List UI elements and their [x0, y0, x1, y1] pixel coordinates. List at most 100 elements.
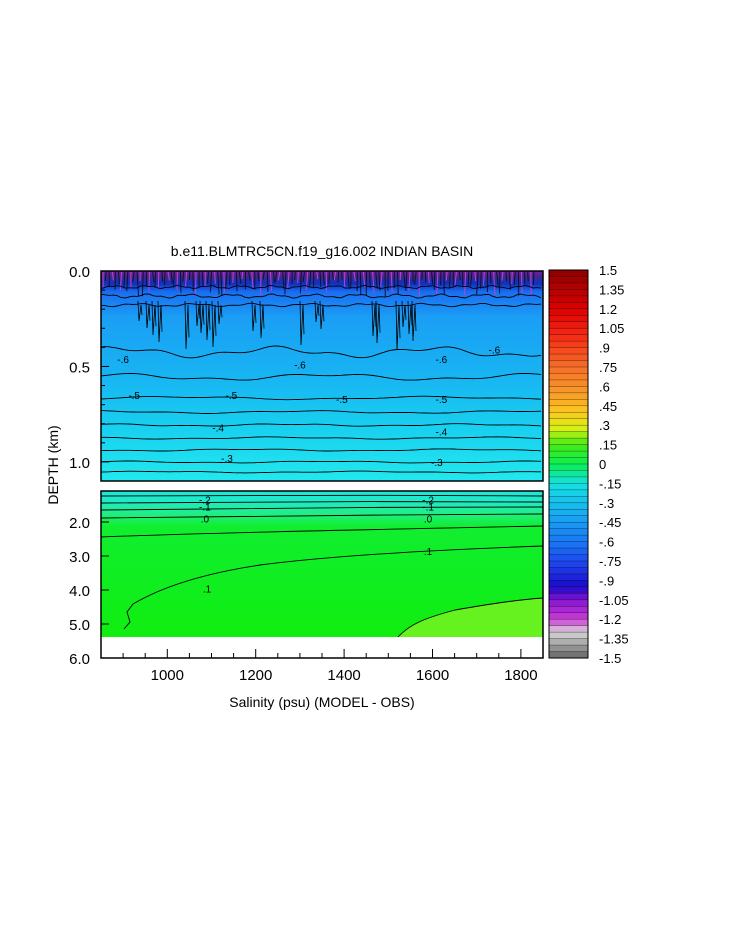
surface-noise-stroke [277, 271, 281, 281]
surface-noise-stroke [501, 271, 504, 281]
contour-line [100, 293, 542, 299]
surface-noise-stroke [217, 271, 220, 295]
spike-contour [407, 300, 413, 335]
colorbar-label: -.3 [599, 496, 614, 511]
surface-noise-stroke [408, 271, 411, 292]
contour-label: .0 [201, 515, 210, 526]
colorbar-swatch [548, 276, 589, 284]
spike-contour [137, 300, 143, 322]
colorbar-swatch [548, 618, 589, 627]
colorbar-label: .6 [599, 379, 610, 394]
surface-noise-stroke [445, 271, 448, 281]
surface-noise-stroke [184, 271, 188, 288]
contour-line [100, 345, 542, 359]
surface-noise-stroke [347, 271, 350, 289]
upper-contour-lines [100, 271, 542, 474]
surface-noise-stroke [173, 271, 175, 288]
surface-noise-stroke [378, 271, 381, 291]
surface-noise-stroke [527, 271, 529, 282]
colorbar-swatch [548, 315, 589, 323]
spike-contour [314, 300, 320, 323]
contour-label: -.5 [436, 395, 448, 406]
colorbar-swatch [548, 334, 589, 342]
surface-noise-stroke [266, 271, 269, 292]
surface-noise-stroke [201, 271, 204, 287]
surface-noise-stroke [476, 271, 479, 295]
colorbar-swatch [548, 612, 589, 620]
surface-noise-stroke [214, 271, 216, 284]
spike-contour [211, 300, 217, 348]
contour-label: -.2 [422, 496, 434, 507]
colorbar-swatch [548, 379, 589, 387]
colorbar-swatch [548, 509, 589, 517]
surface-noise-stroke [403, 271, 406, 288]
chart-title: b.e11.BLMTRC5CN.f19_g16.002 INDIAN BASIN [171, 243, 473, 259]
y-tick-label: 2.0 [69, 515, 90, 532]
colorbar-swatch [548, 399, 589, 407]
spike-contour [251, 300, 257, 332]
surface-noise-stroke [333, 271, 336, 281]
surface-noise-stroke [369, 271, 371, 288]
surface-noise-stroke [496, 271, 499, 286]
surface-noise-stroke [521, 271, 523, 294]
colorbar-label: 1.35 [599, 282, 624, 297]
spike-contour [205, 300, 211, 341]
colorbar-swatch [548, 418, 589, 426]
surface-noise-stroke [474, 271, 477, 282]
colorbar-swatch [548, 547, 589, 556]
colorbar-swatch [548, 289, 589, 297]
contour-label: -.4 [436, 427, 448, 438]
surface-noise-stroke [513, 271, 516, 285]
lower-contour-lines [100, 494, 544, 638]
colorbar-label: -.15 [599, 476, 621, 491]
surface-noise-stroke [209, 271, 212, 293]
surface-noise-stroke [182, 271, 185, 282]
colorbar-label: -1.5 [599, 651, 621, 666]
contour-line [100, 501, 544, 504]
surface-noise-stroke [220, 271, 223, 296]
colorbar-label: 1.2 [599, 302, 617, 317]
colorbar-swatch [548, 405, 589, 413]
colorbar-swatch [548, 541, 589, 549]
colorbar-swatch [548, 347, 589, 355]
contour-label: .0 [424, 515, 433, 526]
colorbar-swatch [548, 295, 589, 303]
surface-noise-stroke [362, 271, 366, 288]
colorbar-swatch [548, 521, 589, 530]
colorbar-label: -1.2 [599, 612, 621, 627]
colorbar-swatch [548, 321, 589, 329]
colorbar-swatch [548, 282, 589, 290]
colorbar-swatch [548, 340, 589, 349]
surface-noise-stroke [157, 271, 160, 289]
colorbar-swatch [548, 496, 589, 504]
surface-noise-stroke [148, 271, 150, 292]
x-tick-label: 1800 [504, 667, 537, 684]
contour-line [100, 506, 544, 511]
colorbar-swatch [548, 327, 589, 336]
contour-line [100, 395, 542, 401]
x-axis: 1000 1200 1400 1600 1800 [122, 649, 538, 684]
contour-label: -.3 [431, 458, 443, 469]
colorbar-label: -1.05 [599, 593, 629, 608]
contour-line [397, 597, 544, 638]
surface-noise-stroke [132, 271, 135, 283]
surface-noise-stroke [251, 271, 254, 288]
surface-noise-stroke [464, 271, 467, 296]
colorbar-label: 1.05 [599, 321, 624, 336]
y-axis-lower: 2.0 3.0 4.0 5.0 6.0 [69, 515, 109, 668]
surface-noise-stroke [235, 271, 238, 292]
spike-contour [319, 300, 325, 330]
y-tick-label: 3.0 [69, 549, 90, 566]
contour-label: -.4 [212, 424, 224, 435]
colorbar-label: 1.5 [599, 263, 617, 278]
surface-noise-stroke [359, 271, 362, 296]
surface-noise-stroke [353, 271, 356, 282]
colorbar-swatch [548, 437, 589, 446]
surface-noise-stroke [469, 271, 473, 287]
colorbar-swatch [548, 470, 589, 478]
surface-noise-stroke [141, 271, 144, 297]
surface-noise-stroke [248, 271, 251, 281]
colorbar-swatch [548, 476, 589, 484]
surface-noise-stroke [454, 271, 457, 286]
